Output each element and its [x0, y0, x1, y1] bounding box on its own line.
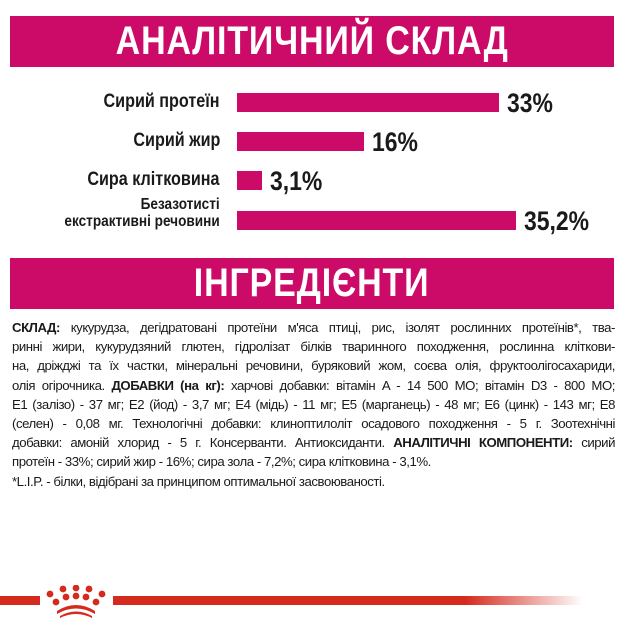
ingredients-line: ринні жири, кукурудзяний глютен, гідролі… — [12, 337, 615, 356]
bar-label: Безазотисті екстрактивні речовини — [65, 196, 220, 230]
text-segment: добавки: амоній хлорид - 5 г. Консервант… — [12, 435, 394, 451]
ingredients-text: СКЛАД: кукурудза, дегідратовані протеїни… — [12, 318, 615, 491]
ingredients-title: ІНГРЕДІЄНТИ — [194, 261, 430, 305]
bar — [237, 132, 365, 151]
bar — [237, 171, 262, 190]
ingredients-line: олія огірочника. ДОБАВКИ (на кг): харчов… — [12, 376, 615, 395]
section-heading: ДОБАВКИ (на кг): — [111, 377, 225, 393]
analytic-composition-header: АНАЛІТИЧНИЙ СКЛАД — [10, 16, 614, 67]
bar-value-label: 35,2% — [524, 206, 590, 236]
text-segment: E1 (залізо) - 37 мг; E2 (йод) - 3,7 мг; … — [12, 396, 615, 412]
brand-line-left — [0, 596, 40, 605]
ingredients-line: СКЛАД: кукурудза, дегідратовані протеїни… — [12, 318, 615, 337]
text-segment: ринні жири, кукурудзяний глютен, гідролі… — [12, 339, 615, 355]
bar-value-label: 33% — [507, 88, 553, 118]
text-segment: сирий — [572, 435, 616, 451]
bar-label: Сира клітковина — [88, 170, 220, 190]
royal-canin-crown-icon — [46, 585, 106, 618]
bar-label-line: Сира клітковина — [87, 169, 220, 190]
brand-footer — [0, 585, 583, 618]
bar-label-line: Сирий жир — [132, 130, 220, 151]
text-segment: кукурудза, дегідратовані протеїни м'яса … — [59, 320, 616, 335]
text-segment: олія огірочника. — [12, 377, 112, 393]
ingredients-line: *L.I.P. - білки, відібрані за принципом … — [12, 472, 615, 491]
text-segment: харчові добавки: вітамін A - 14 500 МО; … — [224, 377, 615, 393]
bar-value-label: 3,1% — [269, 166, 322, 196]
text-segment: протеїн - 33%; сирий жир - 16%; сира зол… — [12, 454, 431, 470]
bar-label-line: Сирий протеїн — [103, 91, 220, 112]
ingredients-header: ІНГРЕДІЄНТИ — [10, 258, 614, 309]
text-segment: на, дріжджі та їх частки, мінеральні реч… — [12, 358, 615, 374]
bar-label: Сирий протеїн — [104, 92, 220, 112]
bar — [237, 93, 500, 112]
text-segment: *L.I.P. - білки, відібрані за принципом … — [12, 473, 385, 489]
brand-line-right — [113, 596, 583, 605]
analytic-composition-title: АНАЛІТИЧНИЙ СКЛАД — [115, 19, 509, 63]
bar-label-line: Безазотисті — [140, 196, 220, 213]
ingredients-line: на, дріжджі та їх частки, мінеральні реч… — [12, 356, 615, 375]
ingredients-line: E1 (залізо) - 37 мг; E2 (йод) - 3,7 мг; … — [12, 395, 615, 414]
bar-value-label: 16% — [372, 127, 418, 157]
section-heading: АНАЛІТИЧНІ КОМПОНЕНТИ: — [393, 435, 573, 451]
bar — [237, 211, 517, 230]
section-heading: СКЛАД: — [12, 320, 60, 335]
ingredients-line: протеїн - 33%; сирий жир - 16%; сира зол… — [12, 452, 615, 471]
text-segment: (селен) - 0,08 мг. Технологічні добавки:… — [12, 416, 615, 432]
ingredients-line: (селен) - 0,08 мг. Технологічні добавки:… — [12, 414, 615, 433]
bar-label: Сирий жир — [133, 131, 220, 151]
ingredients-line: добавки: амоній хлорид - 5 г. Консервант… — [12, 433, 615, 452]
bar-label-line: екстрактивні речовини — [64, 213, 220, 230]
